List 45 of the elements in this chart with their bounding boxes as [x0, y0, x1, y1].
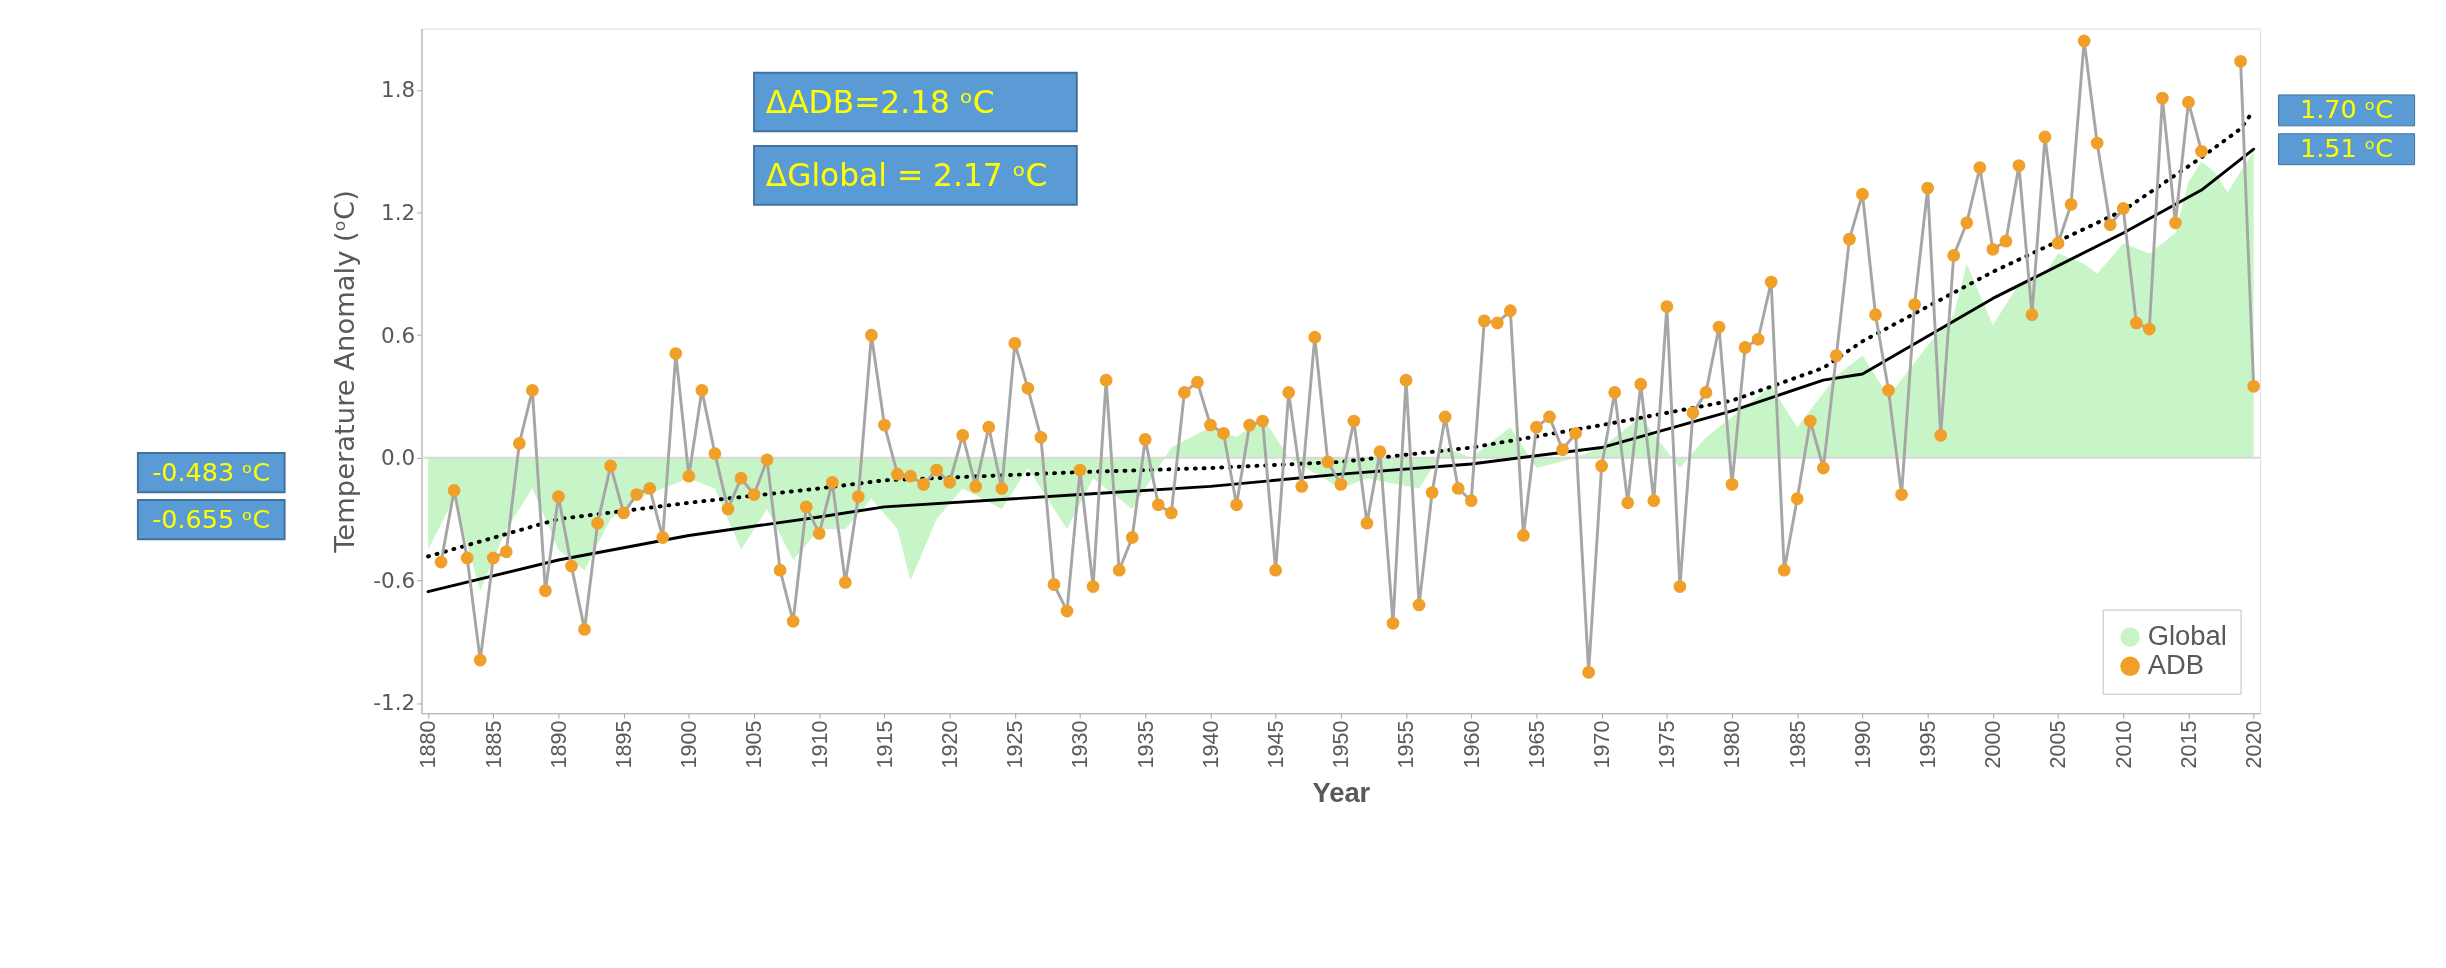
x-tick-label: 2000 — [1981, 720, 2006, 769]
x-tick-label: 1935 — [1133, 720, 1158, 769]
x-tick-label: 1890 — [546, 720, 571, 769]
y-tick-label: 0.6 — [380, 322, 416, 348]
annotation: ΔADB=2.18 ᵒC — [765, 83, 995, 120]
x-tick-label: 1940 — [1198, 720, 1223, 769]
x-tick-label: 1930 — [1068, 720, 1093, 769]
x-tick-label: 1880 — [416, 720, 441, 769]
x-tick-label: 1980 — [1720, 720, 1745, 769]
legend-label: ADB — [2147, 649, 2204, 681]
x-tick-label: 1945 — [1263, 720, 1288, 769]
y-tick-label: 0.0 — [380, 445, 416, 471]
x-tick-label: 1995 — [1915, 720, 1940, 769]
x-tick-label: 1885 — [481, 720, 506, 769]
x-tick-label: 2020 — [2241, 720, 2266, 769]
x-tick-label: 1925 — [1003, 720, 1028, 769]
y-axis-title: Temperature Anomaly (ᵒC) — [328, 190, 360, 554]
x-tick-label: 1895 — [611, 720, 636, 769]
x-tick-label: 2015 — [2176, 720, 2201, 769]
x-tick-label: 1960 — [1459, 720, 1484, 769]
x-tick-label: 1910 — [807, 720, 832, 769]
x-tick-label: 1985 — [1785, 720, 1810, 769]
x-tick-label: 1975 — [1655, 720, 1680, 769]
y-tick-label: 1.2 — [380, 199, 416, 225]
text: -0.655 ᵒC — [152, 504, 271, 535]
legend-label: Global — [2147, 619, 2227, 651]
x-tick-label: 1990 — [1850, 720, 1875, 769]
y-tick-label: -1.2 — [373, 690, 416, 716]
x-tick-label: 1970 — [1589, 720, 1614, 769]
y-tick-label: -0.6 — [373, 567, 416, 593]
x-tick-label: 2005 — [2046, 720, 2071, 769]
x-tick-label: 1965 — [1524, 720, 1549, 769]
x-tick-label: 1920 — [937, 720, 962, 769]
x-tick-label: 1950 — [1329, 720, 1354, 769]
x-tick-label: 1955 — [1394, 720, 1419, 769]
x-tick-label: 1915 — [872, 720, 897, 769]
x-tick-label: 1900 — [677, 720, 702, 769]
y-tick-label: 1.8 — [380, 77, 416, 103]
text: -0.483 ᵒC — [152, 457, 271, 488]
annotation: 1.70 ᵒC — [2300, 94, 2394, 125]
annotation: ΔGlobal = 2.17 ᵒC — [765, 157, 1048, 194]
annotation: 1.51 ᵒC — [2300, 133, 2394, 164]
x-tick-label: 1905 — [742, 720, 767, 769]
x-axis-title: Year — [1312, 776, 1371, 808]
x-tick-label: 2010 — [2111, 720, 2136, 769]
